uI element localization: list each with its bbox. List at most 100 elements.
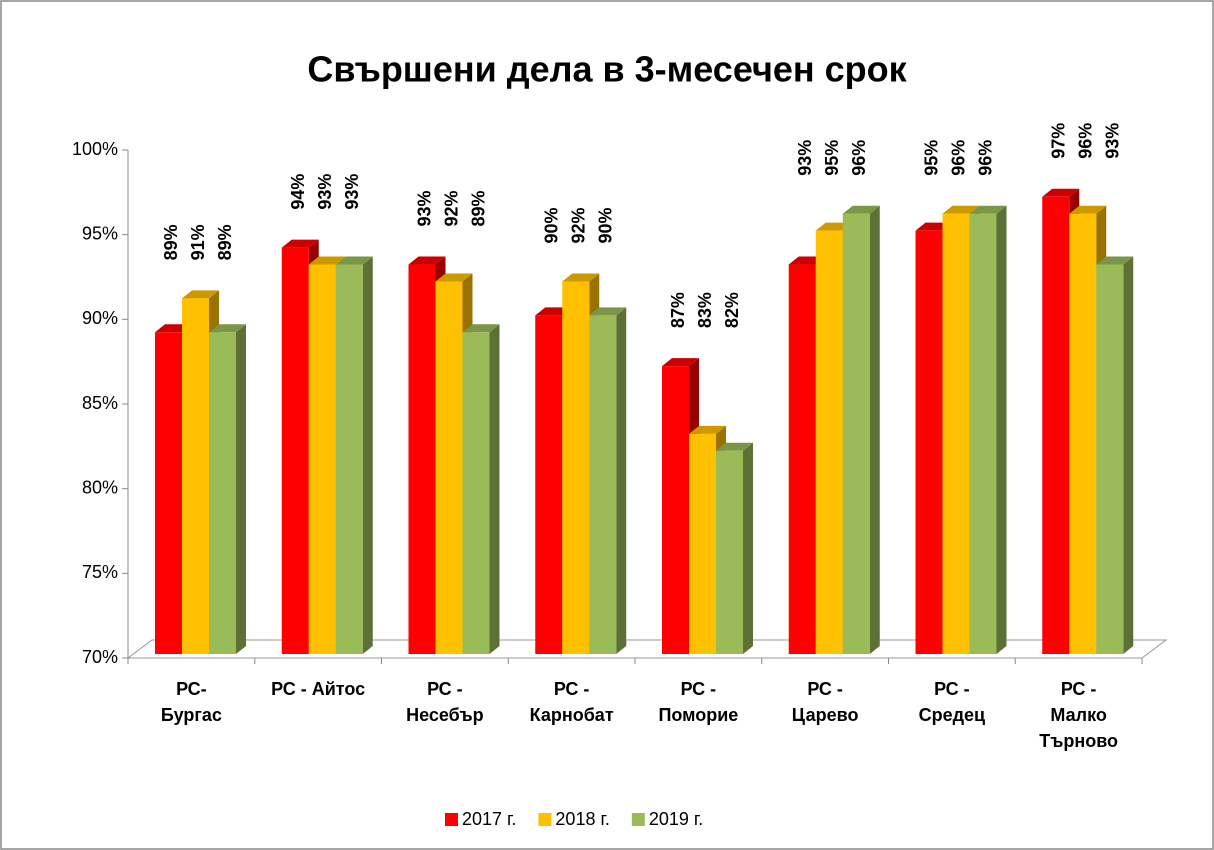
bar: [842, 205, 880, 654]
bar-side: [236, 324, 246, 654]
bar-top: [1096, 256, 1134, 265]
x-tick-label: РС-Бургас: [161, 679, 222, 725]
bar-top: [435, 273, 473, 282]
legend-swatch: [538, 813, 552, 826]
bar-top: [408, 256, 446, 265]
data-label: 97%: [1049, 123, 1069, 159]
bar-front: [562, 281, 590, 654]
bar-top: [716, 442, 753, 451]
data-label: 92%: [569, 207, 589, 243]
y-tick-label: 80%: [82, 477, 118, 497]
bar-front: [1069, 213, 1097, 654]
bar-front: [915, 230, 943, 654]
bar-front: [209, 332, 236, 654]
data-label: 94%: [288, 174, 308, 210]
bar-side: [362, 256, 373, 654]
bar: [462, 324, 500, 654]
data-label: 92%: [442, 191, 462, 227]
bar-top: [662, 358, 699, 367]
bar-front: [842, 213, 870, 654]
bar-front: [1096, 264, 1124, 654]
chart-title: Свършени дела в 3-месечен срок: [307, 49, 907, 90]
y-tick-label: 75%: [82, 562, 118, 582]
x-tick-label: РС - Айтос: [271, 679, 365, 699]
bar-side: [743, 442, 753, 654]
data-label: 96%: [949, 140, 969, 176]
data-label: 93%: [1103, 123, 1123, 159]
bar-front: [589, 315, 617, 654]
bar-top: [562, 273, 600, 282]
x-tick-label: РС -Малко Търново: [1039, 679, 1118, 751]
bar-front: [308, 264, 336, 654]
bar: [209, 324, 246, 654]
bar: [589, 307, 627, 654]
bar-side: [996, 205, 1007, 654]
data-label: 90%: [542, 207, 562, 243]
data-label: 91%: [188, 224, 208, 260]
data-label: 93%: [795, 140, 815, 176]
bar: [335, 256, 373, 654]
bar-front: [435, 281, 463, 654]
bar-front: [1042, 196, 1070, 655]
data-label: 90%: [596, 207, 616, 243]
bar-front: [462, 332, 490, 654]
legend-label: 2018 г.: [555, 809, 609, 829]
y-tick-label: 95%: [82, 223, 118, 243]
data-label: 93%: [342, 174, 362, 210]
bar-top: [182, 290, 219, 299]
bar-front: [662, 366, 689, 654]
bar-front: [535, 315, 563, 654]
legend-swatch: [631, 813, 645, 826]
data-label: 89%: [215, 224, 235, 260]
y-tick-label: 90%: [82, 308, 118, 328]
bar-front: [689, 433, 716, 654]
y-tick-label: 70%: [82, 647, 118, 667]
bar-top: [1069, 205, 1107, 214]
bar: [969, 205, 1007, 654]
bar-top: [281, 239, 319, 248]
bar-front: [408, 264, 436, 654]
x-tick-label: РС -Карнобат: [530, 679, 614, 725]
data-label: 89%: [161, 224, 181, 260]
bar-front: [182, 298, 209, 654]
bar-top: [942, 205, 980, 214]
data-label: 96%: [1076, 123, 1096, 159]
bar-front: [716, 450, 743, 654]
data-label: 89%: [469, 191, 489, 227]
bar-side: [489, 324, 500, 654]
bar-front: [281, 247, 309, 654]
y-tick-label: 85%: [82, 393, 118, 413]
data-label: 96%: [849, 140, 869, 176]
bar-top: [689, 425, 726, 434]
bar: [1096, 256, 1134, 654]
legend-label: 2019 г.: [649, 809, 703, 829]
bar-top: [842, 205, 880, 214]
data-label: 95%: [822, 140, 842, 176]
bar-side: [869, 205, 880, 654]
bar-front: [335, 264, 363, 654]
data-label: 95%: [922, 140, 942, 176]
bar-top: [335, 256, 373, 265]
x-tick-label: РС -Царево: [792, 679, 859, 725]
bar-top: [462, 324, 500, 333]
data-label: 96%: [976, 140, 996, 176]
bar: [716, 442, 753, 654]
bar-top: [589, 307, 627, 316]
legend-label: 2017 г.: [462, 809, 516, 829]
data-label: 93%: [415, 191, 435, 227]
data-label: 82%: [722, 292, 742, 328]
bar-top: [1042, 188, 1080, 197]
bar-top: [969, 205, 1007, 214]
floor: [126, 639, 1168, 659]
x-tick-label: РС -Несебър: [406, 679, 484, 725]
bar-front: [969, 213, 997, 654]
bar-front: [815, 230, 843, 654]
bar-top: [209, 324, 246, 333]
x-tick-label: РС -Средец: [919, 679, 986, 725]
data-label: 87%: [668, 292, 688, 328]
bar-side: [1123, 256, 1134, 654]
bar-front: [788, 264, 816, 654]
x-tick-label: РС -Поморие: [658, 679, 738, 725]
bar-front: [155, 332, 182, 654]
